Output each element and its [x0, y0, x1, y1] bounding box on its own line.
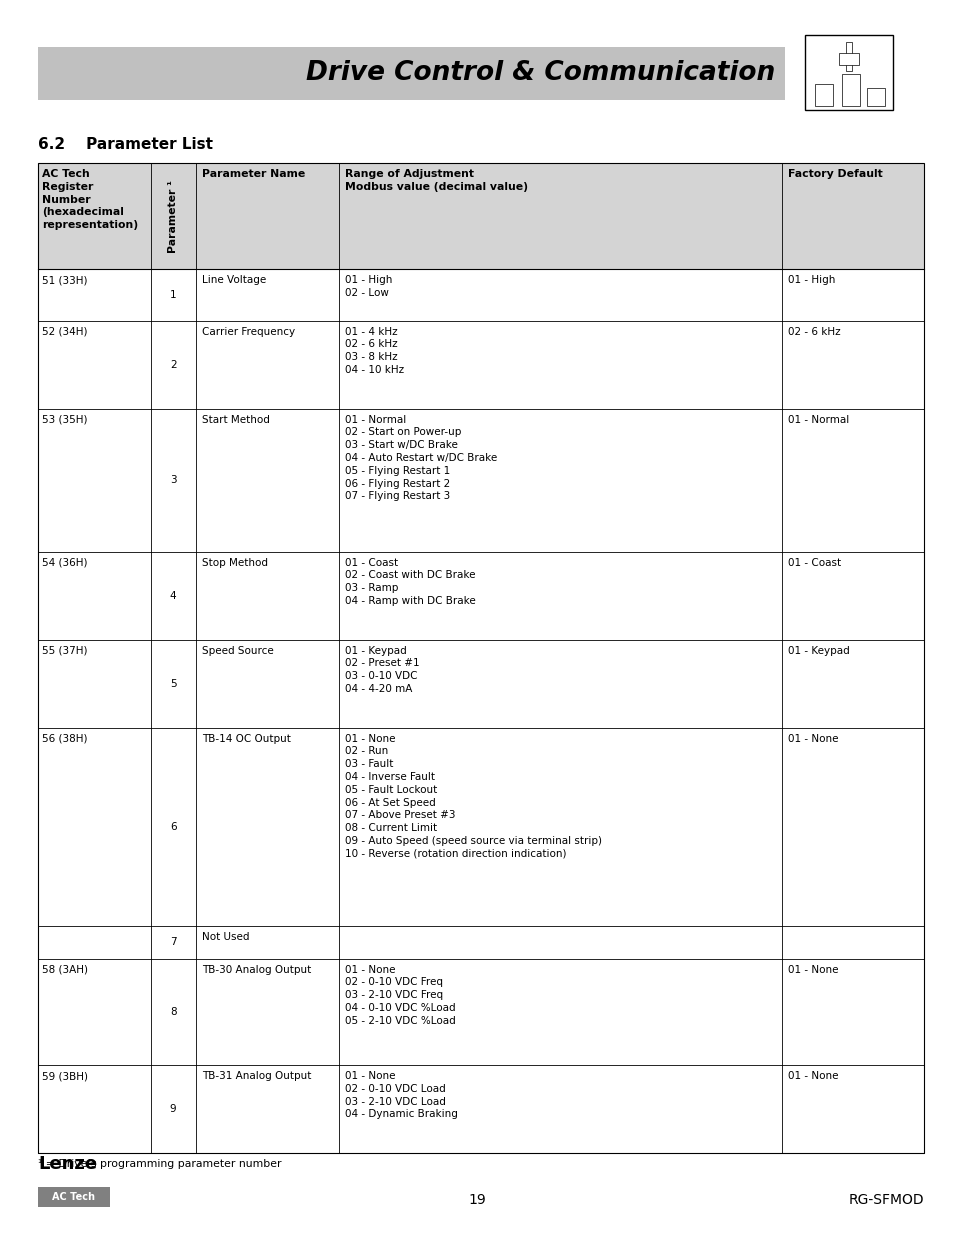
Text: 01 - High: 01 - High [787, 275, 835, 285]
Bar [814, 84, 832, 106]
Text: 56 (38H): 56 (38H) [42, 734, 88, 743]
Text: 8: 8 [170, 1007, 176, 1016]
Bar [804, 35, 892, 110]
Text: TB-31 Analog Output: TB-31 Analog Output [201, 1071, 311, 1081]
Text: 01 - Keypad
02 - Preset #1
03 - 0-10 VDC
04 - 4-20 mA: 01 - Keypad 02 - Preset #1 03 - 0-10 VDC… [344, 646, 419, 694]
Text: 4: 4 [170, 590, 176, 600]
Text: 6.2    Parameter List: 6.2 Parameter List [38, 137, 213, 152]
Text: TB-30 Analog Output: TB-30 Analog Output [201, 965, 311, 974]
Text: 01 - Normal: 01 - Normal [787, 415, 848, 425]
Text: 3: 3 [170, 475, 176, 485]
Text: Parameter ¹: Parameter ¹ [168, 179, 178, 253]
Text: Speed Source: Speed Source [201, 646, 273, 656]
Bar [841, 74, 859, 106]
Text: 01 - None
02 - 0-10 VDC Load
03 - 2-10 VDC Load
04 - Dynamic Braking: 01 - None 02 - 0-10 VDC Load 03 - 2-10 V… [344, 1071, 457, 1119]
Text: 7: 7 [170, 937, 176, 947]
Text: Start Method: Start Method [201, 415, 269, 425]
Text: 01 - 4 kHz
02 - 6 kHz
03 - 8 kHz
04 - 10 kHz: 01 - 4 kHz 02 - 6 kHz 03 - 8 kHz 04 - 10… [344, 327, 403, 375]
Bar [866, 88, 884, 106]
Bar [38, 163, 923, 1153]
Bar [838, 53, 858, 65]
Text: 01 - Coast: 01 - Coast [787, 558, 841, 568]
Text: Drive Control & Communication: Drive Control & Communication [305, 61, 774, 86]
Text: TB-14 OC Output: TB-14 OC Output [201, 734, 290, 743]
Text: 55 (37H): 55 (37H) [42, 646, 88, 656]
Text: 01 - High
02 - Low: 01 - High 02 - Low [344, 275, 392, 298]
Text: 6: 6 [170, 821, 176, 831]
Text: 01 - Keypad: 01 - Keypad [787, 646, 849, 656]
Text: 2: 2 [170, 359, 176, 369]
Text: 1: 1 [170, 290, 176, 300]
Text: 54 (36H): 54 (36H) [42, 558, 88, 568]
Text: Factory Default: Factory Default [787, 169, 882, 179]
Text: 01 - Normal
02 - Start on Power-up
03 - Start w/DC Brake
04 - Auto Restart w/DC : 01 - Normal 02 - Start on Power-up 03 - … [344, 415, 497, 501]
Text: Carrier Frequency: Carrier Frequency [201, 327, 294, 337]
Text: 52 (34H): 52 (34H) [42, 327, 88, 337]
Text: Stop Method: Stop Method [201, 558, 267, 568]
Text: Parameter Name: Parameter Name [201, 169, 305, 179]
Text: Range of Adjustment
Modbus value (decimal value): Range of Adjustment Modbus value (decima… [344, 169, 527, 191]
Text: 19: 19 [468, 1193, 485, 1207]
Text: RG-SFMOD: RG-SFMOD [847, 1193, 923, 1207]
Text: 01 - None: 01 - None [787, 734, 838, 743]
Text: 9: 9 [170, 1104, 176, 1114]
Text: 01 - None: 01 - None [787, 1071, 838, 1081]
Text: 53 (35H): 53 (35H) [42, 415, 88, 425]
Text: Not Used: Not Used [201, 931, 249, 941]
Text: 01 - Coast
02 - Coast with DC Brake
03 - Ramp
04 - Ramp with DC Brake: 01 - Coast 02 - Coast with DC Brake 03 -… [344, 558, 475, 606]
Bar [38, 163, 923, 269]
Text: AC Tech
Register
Number
(hexadecimal
representation): AC Tech Register Number (hexadecimal rep… [42, 169, 138, 230]
Text: 51 (33H): 51 (33H) [42, 275, 88, 285]
Text: Lenze: Lenze [38, 1155, 97, 1173]
Text: 59 (3BH): 59 (3BH) [42, 1071, 89, 1081]
Text: ¹ = Drive’s programming parameter number: ¹ = Drive’s programming parameter number [38, 1158, 281, 1170]
Bar [38, 1187, 110, 1207]
Text: Line Voltage: Line Voltage [201, 275, 266, 285]
Text: 01 - None
02 - 0-10 VDC Freq
03 - 2-10 VDC Freq
04 - 0-10 VDC %Load
05 - 2-10 VD: 01 - None 02 - 0-10 VDC Freq 03 - 2-10 V… [344, 965, 455, 1026]
Bar [845, 42, 851, 70]
Text: 58 (3AH): 58 (3AH) [42, 965, 89, 974]
Text: 01 - None: 01 - None [787, 965, 838, 974]
Bar [38, 47, 784, 100]
Text: 5: 5 [170, 679, 176, 689]
Text: 01 - None
02 - Run
03 - Fault
04 - Inverse Fault
05 - Fault Lockout
06 - At Set : 01 - None 02 - Run 03 - Fault 04 - Inver… [344, 734, 601, 858]
Text: 02 - 6 kHz: 02 - 6 kHz [787, 327, 840, 337]
Text: AC Tech: AC Tech [52, 1192, 95, 1202]
